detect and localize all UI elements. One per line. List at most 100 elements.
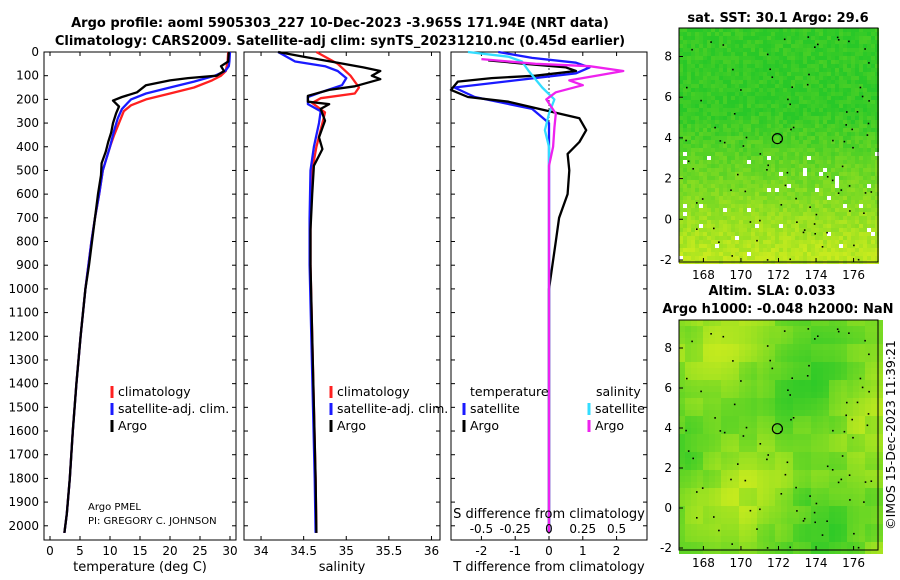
map-cell xyxy=(695,164,699,168)
map-cell xyxy=(859,404,865,410)
map-cell xyxy=(703,40,707,44)
map-cell xyxy=(779,72,783,76)
map-cell xyxy=(739,232,743,236)
x-tick-label: 1 xyxy=(579,544,587,558)
map-cell xyxy=(803,148,807,152)
s-tick-label: 0.5 xyxy=(607,522,626,536)
map-cell xyxy=(781,398,787,404)
island-dot xyxy=(696,517,698,519)
map-cell xyxy=(731,200,735,204)
map-cell xyxy=(757,470,763,476)
map-cell xyxy=(735,176,739,180)
map-cell xyxy=(865,338,871,344)
map-cell xyxy=(799,256,803,260)
map-cell xyxy=(865,476,871,482)
map-cell xyxy=(781,440,787,446)
map-cell xyxy=(703,136,707,140)
map-cell xyxy=(695,128,699,132)
map-cell xyxy=(871,160,875,164)
map-cell xyxy=(855,224,859,228)
map-cell xyxy=(847,548,853,554)
map-cell xyxy=(807,148,811,152)
map-cell xyxy=(751,200,755,204)
map-cell xyxy=(841,374,847,380)
map-cell xyxy=(727,208,731,212)
map-cell xyxy=(759,100,763,104)
map-cell xyxy=(747,252,751,256)
map-cell xyxy=(715,144,719,148)
map-cell xyxy=(715,374,721,380)
island-dot xyxy=(821,534,824,536)
map-cell xyxy=(811,440,817,446)
map-cell xyxy=(783,240,787,244)
map-cell xyxy=(723,120,727,124)
map-cell xyxy=(859,410,865,416)
map-cell xyxy=(751,350,757,356)
map-cell xyxy=(803,224,807,228)
map-cell xyxy=(719,32,723,36)
map-cell xyxy=(853,536,859,542)
map-cell xyxy=(735,212,739,216)
map-cell xyxy=(877,470,883,476)
map-cell xyxy=(727,236,731,240)
map-cell xyxy=(829,518,835,524)
map-cell xyxy=(799,172,803,176)
map-cell xyxy=(769,332,775,338)
map-cell xyxy=(791,216,795,220)
island-dot xyxy=(749,221,752,223)
map-cell xyxy=(859,92,863,96)
map-cell xyxy=(755,144,759,148)
island-dot xyxy=(814,233,816,235)
map-cell xyxy=(815,164,819,168)
map-cell xyxy=(679,180,683,184)
map-cell xyxy=(699,200,703,204)
map-cell xyxy=(719,84,723,88)
map-cell xyxy=(843,152,847,156)
map-cell xyxy=(867,124,871,128)
map-cell xyxy=(733,428,739,434)
map-cell xyxy=(847,192,851,196)
map-cell xyxy=(745,452,751,458)
map-cell xyxy=(819,256,823,260)
map-cell xyxy=(815,112,819,116)
map-cell xyxy=(841,446,847,452)
island-dot xyxy=(766,458,768,461)
map-cell xyxy=(829,536,835,542)
map-cell xyxy=(707,116,711,120)
map-cell xyxy=(841,338,847,344)
map-cell xyxy=(757,446,763,452)
map-cell xyxy=(697,542,703,548)
map-cell xyxy=(783,176,787,180)
map-cell xyxy=(731,176,735,180)
map-cell xyxy=(817,536,823,542)
map-cell xyxy=(805,458,811,464)
map-cell xyxy=(865,410,871,416)
map-cell xyxy=(853,374,859,380)
map-cell xyxy=(703,172,707,176)
map-cell xyxy=(779,108,783,112)
map-cell xyxy=(771,40,775,44)
map-cell xyxy=(755,84,759,88)
map-cell xyxy=(851,196,855,200)
map-cell xyxy=(733,344,739,350)
map-cell xyxy=(859,124,863,128)
map-cell xyxy=(867,136,871,140)
map-cell xyxy=(699,68,703,72)
map-cell xyxy=(719,100,723,104)
map-cell xyxy=(805,386,811,392)
map-cell xyxy=(791,80,795,84)
map-cell xyxy=(721,506,727,512)
map-cell xyxy=(739,458,745,464)
map-cell xyxy=(863,120,867,124)
map-cell xyxy=(875,172,879,176)
map-cell xyxy=(691,416,697,422)
map-cell xyxy=(679,152,683,156)
map-cell xyxy=(719,40,723,44)
map-cell xyxy=(835,28,839,32)
map-cell xyxy=(763,196,767,200)
map-cell xyxy=(807,204,811,208)
map-cell xyxy=(829,404,835,410)
map-cell xyxy=(811,488,817,494)
map-cell xyxy=(831,168,835,172)
map-cell xyxy=(863,160,867,164)
